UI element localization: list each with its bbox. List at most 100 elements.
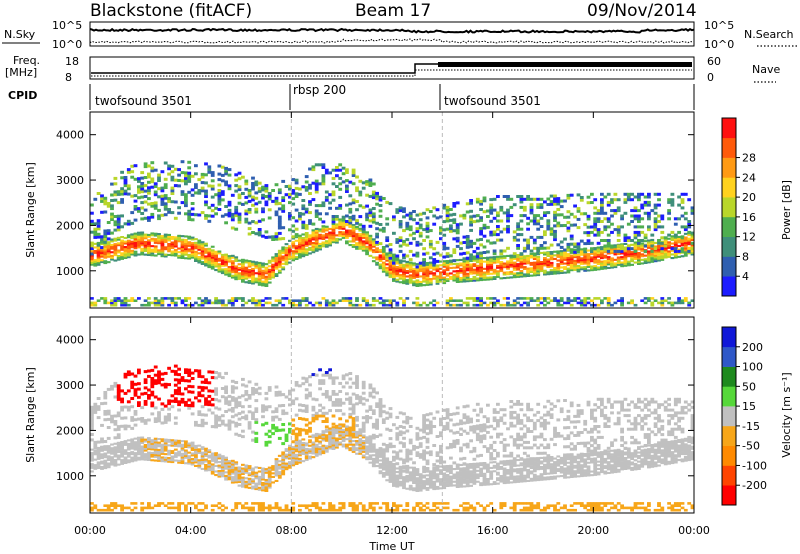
scatter-cell xyxy=(210,452,215,455)
scatter-cell xyxy=(469,228,473,232)
scatter-cell xyxy=(197,464,202,467)
scatter-cell xyxy=(160,246,165,249)
scatter-cell xyxy=(563,266,567,269)
scatter-cell xyxy=(583,212,588,216)
scatter-cell xyxy=(304,252,309,255)
scatter-cell xyxy=(173,167,178,171)
scatter-cell xyxy=(590,247,594,251)
scatter-cell xyxy=(321,204,326,208)
scatter-cell xyxy=(294,248,299,251)
scatter-cell xyxy=(318,235,322,238)
scatter-cell xyxy=(633,236,638,240)
scatter-cell xyxy=(147,186,151,190)
scatter-cell xyxy=(90,455,94,458)
scatter-cell xyxy=(90,297,94,300)
scatter-cell xyxy=(170,211,175,215)
scatter-cell xyxy=(187,462,192,465)
scatter-cell xyxy=(395,267,400,270)
scatter-cell xyxy=(113,198,118,202)
date-label: 09/Nov/2014 xyxy=(587,1,697,21)
scatter-cell xyxy=(653,206,658,210)
scatter-cell xyxy=(163,297,168,300)
scatter-cell xyxy=(576,226,581,230)
scatter-cell xyxy=(150,444,155,447)
scatter-cell xyxy=(559,224,564,228)
scatter-cell xyxy=(351,240,356,243)
scatter-cell xyxy=(301,417,306,421)
scatter-cell xyxy=(143,506,148,510)
scatter-cell xyxy=(563,267,567,270)
noise-left-tick-low: 10^0 xyxy=(52,38,82,51)
scatter-cell xyxy=(251,269,255,272)
scatter-cell xyxy=(345,240,349,243)
scatter-cell xyxy=(338,225,343,228)
scatter-cell xyxy=(432,303,437,307)
scatter-cell xyxy=(160,445,165,448)
scatter-cell xyxy=(452,303,457,307)
scatter-cell xyxy=(338,232,343,235)
scatter-cell xyxy=(113,301,118,305)
scatter-cell xyxy=(496,299,500,302)
scatter-cell xyxy=(130,460,135,463)
scatter-cell xyxy=(291,464,296,467)
scatter-cell xyxy=(345,231,349,234)
scatter-cell xyxy=(274,467,279,470)
scatter-cell xyxy=(415,240,420,244)
scatter-cell xyxy=(130,211,135,215)
scatter-cell xyxy=(217,250,222,253)
scatter-cell xyxy=(153,417,158,421)
scatter-cell xyxy=(328,233,332,236)
scatter-cell xyxy=(321,230,326,233)
scatter-cell xyxy=(291,303,296,307)
scatter-cell xyxy=(512,268,517,271)
scatter-cell xyxy=(264,488,269,491)
scatter-cell xyxy=(361,247,366,250)
scatter-cell xyxy=(244,480,249,483)
scatter-cell xyxy=(140,244,145,247)
scatter-cell xyxy=(194,396,198,400)
scatter-cell xyxy=(207,170,212,174)
scatter-cell xyxy=(616,209,621,213)
scatter-cell xyxy=(650,238,655,241)
scatter-cell xyxy=(291,241,296,244)
scatter-cell xyxy=(546,252,551,255)
scatter-cell xyxy=(321,243,326,246)
scatter-cell xyxy=(610,250,614,253)
scatter-cell xyxy=(606,252,611,255)
scatter-cell xyxy=(167,407,171,411)
scatter-cell xyxy=(116,244,121,247)
scatter-cell xyxy=(90,241,94,245)
scatter-cell xyxy=(512,252,517,256)
scatter-cell xyxy=(284,263,289,266)
scatter-cell xyxy=(194,446,198,449)
scatter-cell xyxy=(318,248,322,251)
scatter-cell xyxy=(93,467,98,470)
scatter-cell xyxy=(116,299,121,302)
scatter-cell xyxy=(177,452,181,455)
scatter-cell xyxy=(90,408,94,412)
scatter-cell xyxy=(281,251,286,254)
scatter-cell xyxy=(600,211,604,215)
scatter-cell xyxy=(103,299,108,302)
scatter-cell xyxy=(93,408,98,412)
scatter-cell xyxy=(402,210,406,213)
scatter-cell xyxy=(214,297,218,300)
scatter-cell xyxy=(284,508,289,512)
scatter-cell xyxy=(224,166,228,170)
scatter-cell xyxy=(559,253,564,256)
scatter-cell xyxy=(486,265,490,268)
scatter-cell xyxy=(126,234,131,237)
scatter-cell xyxy=(194,464,198,467)
scatter-cell xyxy=(220,268,225,271)
scatter-cell xyxy=(516,263,520,266)
scatter-cell xyxy=(177,240,181,243)
scatter-cell xyxy=(244,486,249,489)
scatter-cell xyxy=(506,265,510,268)
scatter-cell xyxy=(479,259,483,262)
scatter-cell xyxy=(217,466,222,469)
scatter-cell xyxy=(244,464,249,467)
scatter-cell xyxy=(257,269,262,272)
scatter-cell xyxy=(103,301,108,305)
scatter-cell xyxy=(157,195,161,199)
scatter-cell xyxy=(506,230,510,234)
